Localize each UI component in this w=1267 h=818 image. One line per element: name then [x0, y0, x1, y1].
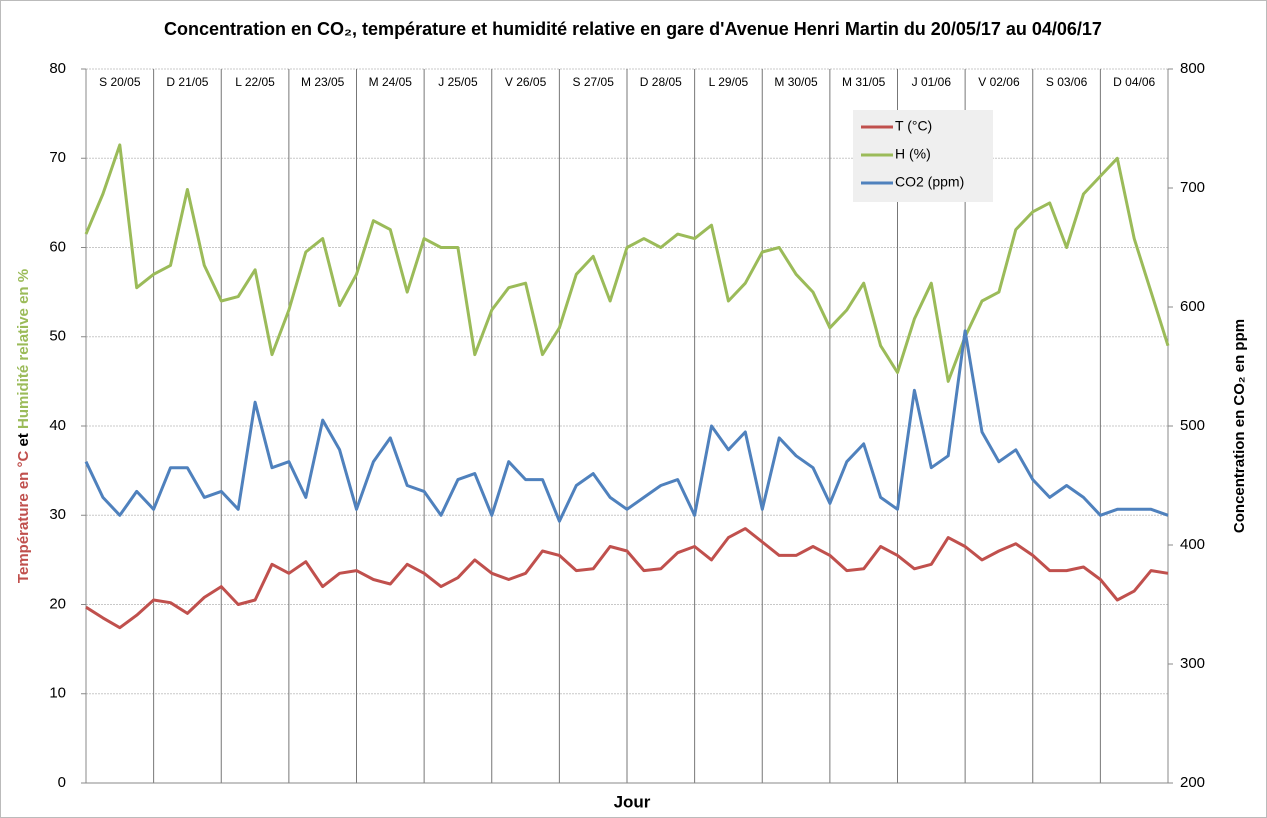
y2-tick-label: 200 [1180, 774, 1205, 791]
x-category-label: J 25/05 [438, 75, 478, 89]
y-axis-label-part: et [15, 429, 32, 451]
series-line [85, 527, 1169, 630]
y-tick-label: 20 [49, 595, 66, 612]
y-axis-label-part: Humidité relative en % [15, 269, 32, 429]
chart-title: Concentration en CO₂, température et hum… [164, 19, 1102, 39]
y-tick-label: 60 [49, 238, 66, 255]
x-category-label: S 03/06 [1046, 75, 1088, 89]
y-axis-label-part: Température en °C [15, 450, 32, 583]
y-tick-label: 0 [58, 774, 66, 791]
x-category-label: M 23/05 [301, 75, 345, 89]
y2-axis-label: Concentration en CO₂ en ppm [1231, 319, 1248, 533]
x-category-label: D 04/06 [1113, 75, 1155, 89]
x-category-label: M 31/05 [842, 75, 886, 89]
x-category-label: D 21/05 [166, 75, 208, 89]
y-tick-label: 50 [49, 328, 66, 345]
y2-tick-label: 300 [1180, 655, 1205, 672]
x-category-label: J 01/06 [912, 75, 952, 89]
x-category-label: M 30/05 [774, 75, 818, 89]
y2-tick-label: 800 [1180, 60, 1205, 77]
x-axis-label: Jour [614, 792, 651, 811]
x-category-label: S 27/05 [573, 75, 615, 89]
legend-label: T (°C) [895, 118, 932, 134]
x-category-label: L 22/05 [235, 75, 275, 89]
legend-label: CO2 (ppm) [895, 174, 964, 190]
y2-tick-label: 600 [1180, 298, 1205, 315]
y2-tick-label: 400 [1180, 536, 1205, 553]
x-category-label: D 28/05 [640, 75, 682, 89]
y2-tick-label: 500 [1180, 417, 1205, 434]
y2-tick-label: 700 [1180, 179, 1205, 196]
y-tick-label: 30 [49, 506, 66, 523]
series-line [84, 329, 1169, 523]
x-category-label: S 20/05 [99, 75, 141, 89]
series-line [84, 143, 1170, 383]
y-tick-label: 70 [49, 149, 66, 166]
x-category-label: V 26/05 [505, 75, 547, 89]
x-category-label: L 29/05 [709, 75, 749, 89]
y-tick-label: 10 [49, 685, 66, 702]
y-axis-label: Température en °C et Humidité relative e… [15, 269, 32, 583]
x-category-label: M 24/05 [369, 75, 413, 89]
y-tick-label: 40 [49, 417, 66, 434]
legend-label: H (%) [895, 146, 931, 162]
x-category-label: V 02/06 [978, 75, 1020, 89]
y-tick-label: 80 [49, 60, 66, 77]
